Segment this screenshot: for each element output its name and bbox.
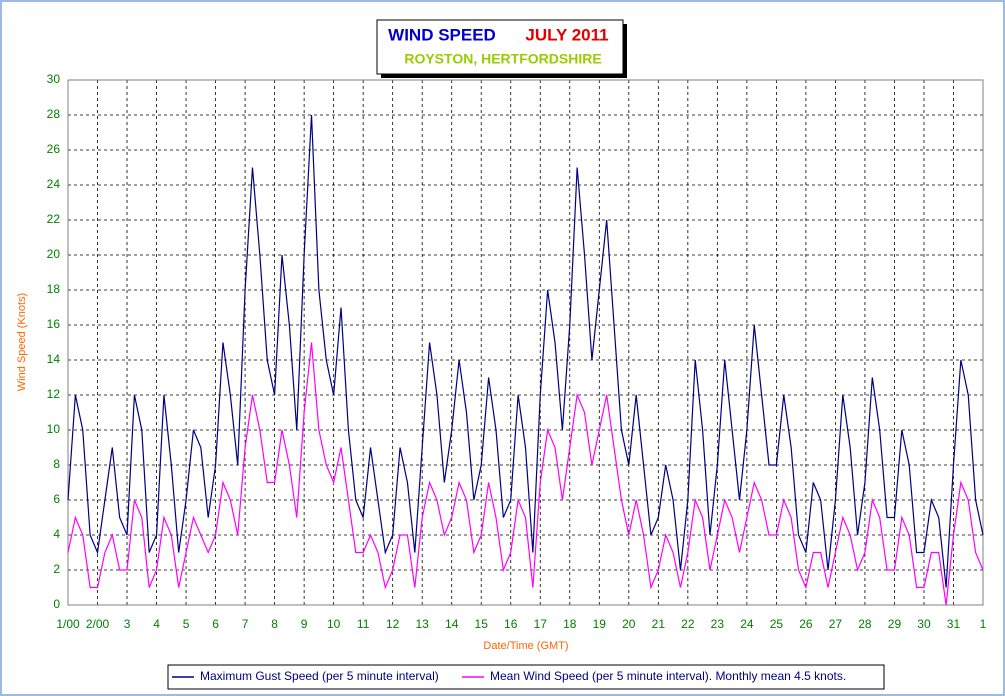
y-tick-label: 6 xyxy=(53,492,60,506)
y-tick-label: 10 xyxy=(47,422,61,436)
y-tick-label: 12 xyxy=(47,387,61,401)
y-tick-label: 26 xyxy=(47,142,61,156)
y-tick-label: 8 xyxy=(53,457,60,471)
x-tick-label: 3 xyxy=(124,617,131,631)
y-tick-label: 28 xyxy=(47,107,61,121)
series-line xyxy=(67,114,984,588)
x-tick-label: 31 xyxy=(947,617,961,631)
x-tick-label: 30 xyxy=(917,617,931,631)
chart-subtitle: ROYSTON, HERTFORDSHIRE xyxy=(404,51,601,67)
x-tick-label: 22 xyxy=(681,617,695,631)
title-box xyxy=(376,19,624,75)
chart-title-month: JULY 2011 xyxy=(525,25,608,44)
y-tick-label: 20 xyxy=(47,247,61,261)
y-tick-label: 16 xyxy=(47,317,61,331)
x-tick-label: 28 xyxy=(858,617,872,631)
x-tick-label: 11 xyxy=(357,617,370,631)
x-tick-label: 4 xyxy=(153,617,160,631)
y-tick-label: 18 xyxy=(47,282,61,296)
y-tick-label: 0 xyxy=(53,597,60,611)
x-tick-label: 2/00 xyxy=(86,617,110,631)
x-axis-label: Date/Time (GMT) xyxy=(483,640,568,652)
x-tick-label: 24 xyxy=(740,617,754,631)
x-tick-label: 26 xyxy=(799,617,813,631)
y-tick-label: 4 xyxy=(53,527,60,541)
x-tick-label: 7 xyxy=(242,617,249,631)
x-tick-label: 20 xyxy=(622,617,636,631)
x-tick-label: 18 xyxy=(563,617,577,631)
x-tick-label: 12 xyxy=(386,617,400,631)
legend-box xyxy=(167,664,885,690)
x-tick-label: 21 xyxy=(652,617,666,631)
plot-border xyxy=(67,79,984,606)
x-tick-label: 5 xyxy=(183,617,190,631)
x-tick-label: 17 xyxy=(534,617,548,631)
series-line xyxy=(67,342,984,606)
x-tick-label: 6 xyxy=(212,617,219,631)
x-tick-label: 15 xyxy=(475,617,489,631)
y-tick-label: 22 xyxy=(47,212,61,226)
x-tick-label: 23 xyxy=(711,617,725,631)
x-tick-label: 25 xyxy=(770,617,784,631)
x-tick-label: 29 xyxy=(888,617,902,631)
x-tick-label: 9 xyxy=(301,617,308,631)
legend-label: Mean Wind Speed (per 5 minute interval).… xyxy=(490,669,846,683)
legend-label: Maximum Gust Speed (per 5 minute interva… xyxy=(200,669,439,683)
x-tick-label: 8 xyxy=(271,617,278,631)
x-tick-label: 13 xyxy=(416,617,430,631)
x-tick-label: 19 xyxy=(593,617,607,631)
x-tick-label: 27 xyxy=(829,617,843,631)
y-tick-label: 2 xyxy=(53,562,60,576)
x-tick-label: 14 xyxy=(445,617,459,631)
y-tick-label: 24 xyxy=(47,177,61,191)
x-tick-label: 10 xyxy=(327,617,341,631)
y-tick-label: 14 xyxy=(47,352,61,366)
x-tick-label: 16 xyxy=(504,617,518,631)
x-tick-label: 1 xyxy=(980,617,987,631)
y-axis-label: Wind Speed (Knots) xyxy=(16,293,28,391)
y-tick-label: 30 xyxy=(47,72,61,86)
x-tick-label: 1/00 xyxy=(56,617,80,631)
chart-title: WIND SPEED xyxy=(388,25,496,44)
